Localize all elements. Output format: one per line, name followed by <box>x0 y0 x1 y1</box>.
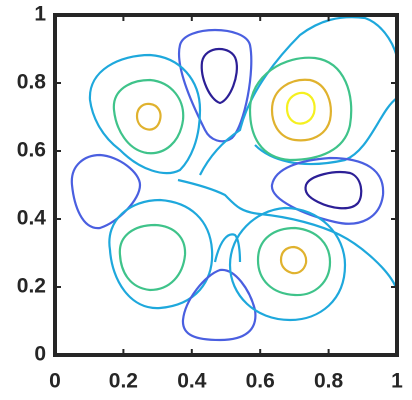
y-tick-label: 1 <box>34 3 46 26</box>
x-tick-label: 1 <box>391 370 403 393</box>
y-tick-label: 0.4 <box>17 207 47 230</box>
contour-line <box>112 78 185 155</box>
contour-line <box>199 16 399 176</box>
y-tick-label: 0.8 <box>17 71 47 94</box>
contour-line <box>108 198 214 310</box>
x-tick-label: 0.8 <box>314 370 344 393</box>
y-tick-label: 0 <box>34 343 46 366</box>
contours <box>70 16 399 342</box>
contour-line <box>88 53 202 175</box>
contour-line <box>270 78 332 142</box>
x-tick-label: 0.4 <box>177 370 207 393</box>
contour-line <box>279 245 308 275</box>
contour-line <box>256 226 332 297</box>
x-tick-label: 0.2 <box>109 370 138 393</box>
contour-line <box>177 178 399 291</box>
x-tick-label: 0 <box>49 370 61 393</box>
contour-line <box>304 171 363 210</box>
contour-line <box>70 153 142 230</box>
contour-line <box>213 233 242 263</box>
contour-line <box>248 56 353 162</box>
x-tick-label: 0.6 <box>246 370 275 393</box>
contour-line <box>285 91 316 125</box>
contour-line <box>118 223 187 292</box>
y-tick-label: 0.6 <box>17 139 46 162</box>
contour-line <box>135 102 162 131</box>
plot-frame <box>53 13 399 357</box>
contour-line <box>270 156 385 225</box>
contour-line <box>200 47 238 105</box>
y-tick-label: 0.2 <box>17 275 46 298</box>
contour-line <box>181 268 257 342</box>
contour-line <box>228 206 347 322</box>
